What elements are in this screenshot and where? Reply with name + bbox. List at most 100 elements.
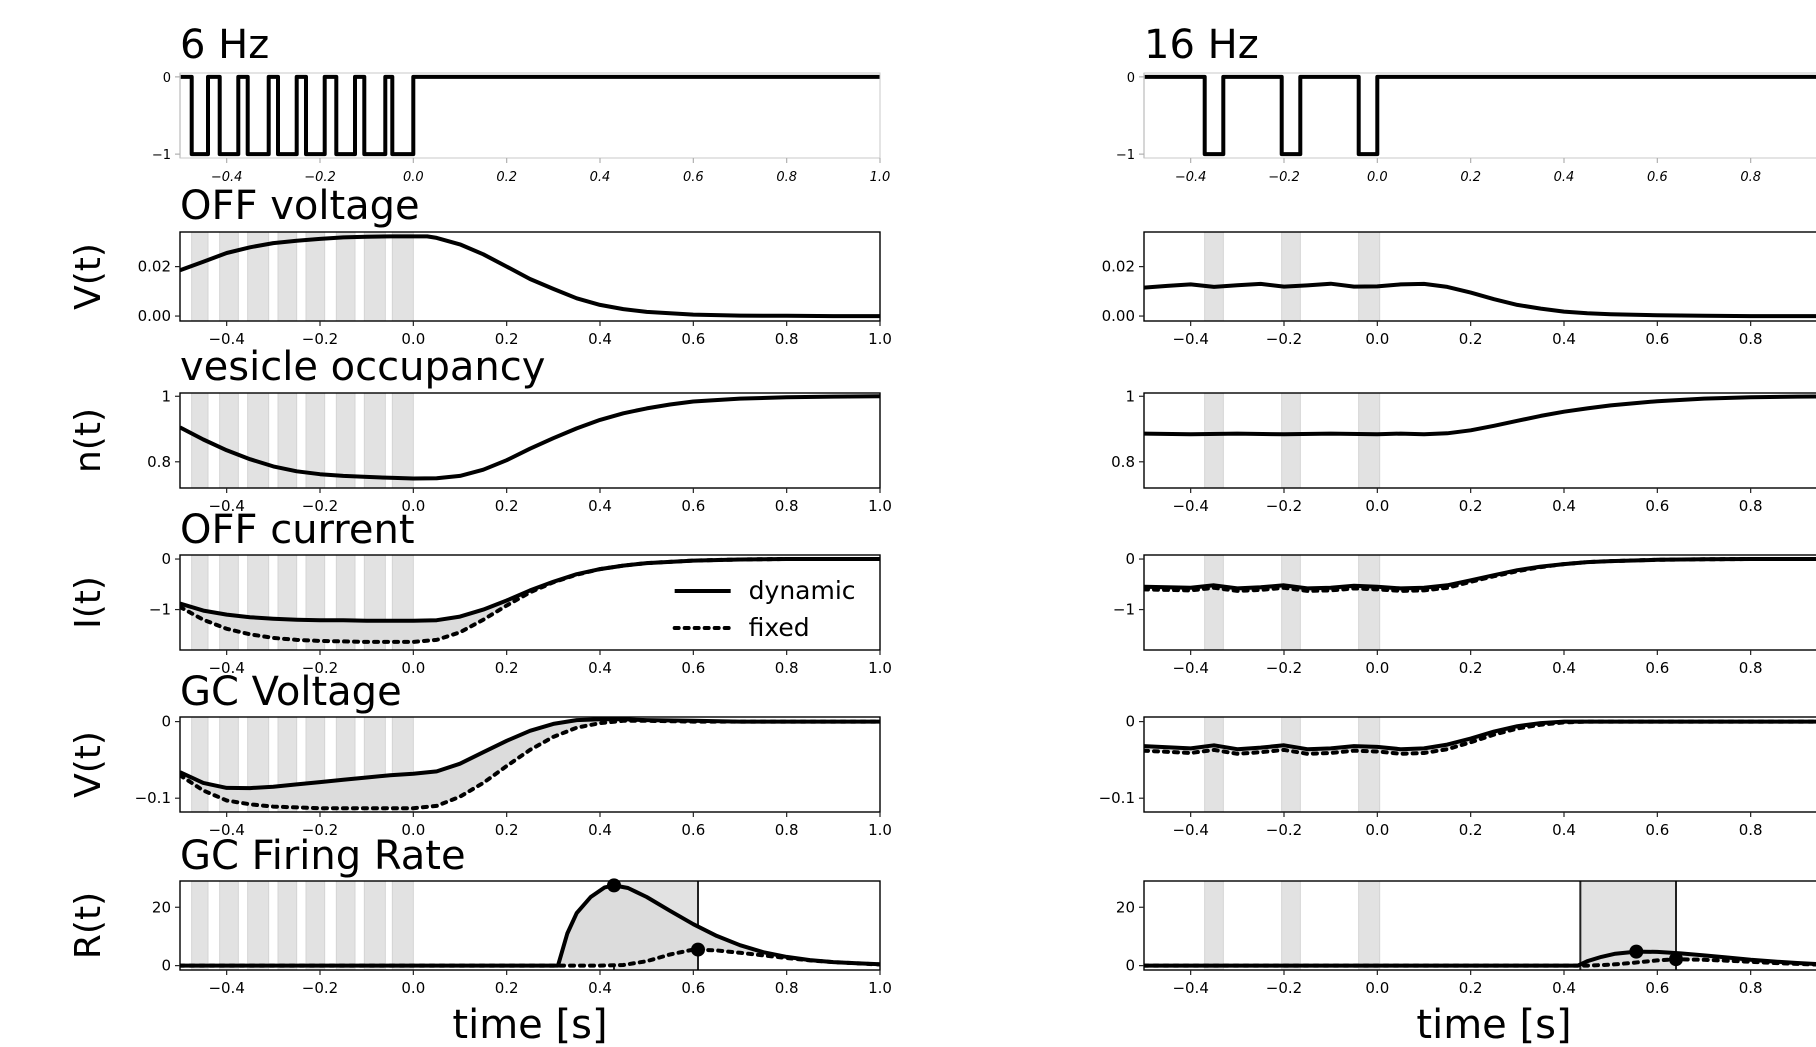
x-tick-label: 0.2 — [1459, 821, 1483, 839]
plot-area — [1144, 393, 1816, 488]
flash-band — [335, 232, 356, 321]
panel-stimulus: −0.4 −0.2 0.0 0.2 0.4 0.6 0.8 1.0 −1 0 6 Hz — [152, 22, 891, 185]
x-tick-label: −0.2 — [1266, 497, 1302, 515]
flash-band — [1204, 881, 1224, 970]
x-tick-label: 0.2 — [495, 979, 519, 997]
x-tick-label: −0.2 — [302, 659, 338, 677]
x-tick-label: 0.8 — [775, 330, 799, 348]
x-tick-label: 0.8 — [1739, 979, 1763, 997]
flash-band — [219, 555, 239, 650]
x-tick-label: 0.4 — [1552, 330, 1576, 348]
panel-vesicle-occupancy: −0.4 −0.2 0.0 0.2 0.4 0.6 0.8 0.8 1 — [1111, 387, 1816, 515]
x-tick-label: 1.0 — [868, 821, 892, 839]
y-tick-label: −0.1 — [135, 789, 171, 807]
y-tick-label: 0 — [163, 71, 171, 86]
x-tick-label: 0.8 — [1739, 497, 1763, 515]
difference-fill — [180, 719, 880, 809]
plot-area — [1144, 555, 1816, 650]
y-axis-label: R(t) — [68, 892, 109, 959]
x-tick-label: −0.4 — [1172, 821, 1208, 839]
y-tick-label: 0 — [1125, 957, 1135, 975]
series-line-fixed — [1144, 957, 1816, 968]
x-tick-label: −0.2 — [302, 979, 338, 997]
column-right: −0.4 −0.2 0.0 0.2 0.4 0.6 0.8 −1 0 16 Hz −0.4 −0.2 0… — [1099, 22, 1816, 1047]
panel-off-current: −0.4 −0.2 0.0 0.2 0.4 0.6 0.8 −1 0 — [1113, 550, 1816, 677]
x-axis-label: time [s] — [452, 1002, 607, 1047]
y-tick-label: −1 — [1116, 148, 1135, 163]
axes-frame — [179, 554, 881, 651]
x-tick-label: 0.0 — [401, 497, 425, 515]
x-tick-label: −0.4 — [1172, 659, 1208, 677]
x-tick-label: −0.4 — [1172, 979, 1208, 997]
x-tick-label: −0.4 — [1175, 170, 1207, 185]
flash-band — [391, 881, 414, 970]
x-tick-label: −0.2 — [1266, 979, 1302, 997]
y-tick-label: 0 — [1127, 71, 1135, 86]
flash-band — [191, 555, 209, 650]
panel-title: GC Firing Rate — [180, 833, 466, 879]
plot-area — [1144, 232, 1816, 321]
x-tick-label: 0.6 — [1645, 497, 1669, 515]
difference-fill — [1144, 951, 1816, 966]
x-tick-label: 0.4 — [1552, 659, 1576, 677]
x-tick-label: 0.0 — [1365, 979, 1389, 997]
flash-band — [1281, 555, 1301, 650]
x-tick-label: 0.8 — [1739, 659, 1763, 677]
flash-band — [1204, 555, 1224, 650]
legend-label: fixed — [749, 613, 810, 642]
flash-band — [219, 393, 239, 488]
series-line-dynamic — [1144, 74, 1816, 157]
flash-band — [277, 393, 298, 488]
x-axis-label: time [s] — [1416, 1002, 1571, 1047]
series-line-dynamic — [180, 394, 880, 481]
x-tick-label: 0.6 — [681, 659, 705, 677]
flash-band — [1204, 717, 1224, 812]
x-tick-label: 0.2 — [1459, 330, 1483, 348]
x-tick-label: −0.4 — [208, 330, 244, 348]
x-tick-label: 0.6 — [1645, 659, 1669, 677]
x-tick-label: −0.2 — [304, 170, 336, 185]
column-title: 6 Hz — [180, 22, 269, 68]
x-tick-label: 0.8 — [775, 821, 799, 839]
x-tick-label: −0.4 — [1172, 497, 1208, 515]
panel-title: OFF voltage — [180, 183, 420, 229]
column-left: −0.4 −0.2 0.0 0.2 0.4 0.6 0.8 1.0−106 Hz−0.4 −0.… — [68, 22, 892, 1047]
series-line-dynamic — [180, 74, 880, 157]
x-tick-label: 0.8 — [1739, 330, 1763, 348]
axes-frame — [179, 880, 881, 971]
y-axis-label: V(t) — [68, 243, 109, 310]
x-tick-label: −0.4 — [1172, 330, 1208, 348]
x-tick-label: 0.8 — [1740, 170, 1761, 185]
axes-frame — [1143, 716, 1816, 813]
plot-area — [180, 232, 880, 321]
panel-title: GC Voltage — [180, 669, 402, 715]
flash-band — [1358, 881, 1381, 970]
x-tick-label: 0.2 — [495, 821, 519, 839]
flash-band — [335, 881, 356, 970]
panel-title: OFF current — [180, 507, 415, 553]
x-tick-label: −0.2 — [1266, 659, 1302, 677]
flash-band — [1358, 393, 1381, 488]
x-tick-label: 0.4 — [588, 330, 612, 348]
flash-band — [391, 393, 414, 488]
difference-fill — [1144, 559, 1816, 591]
x-tick-label: 0.2 — [1460, 170, 1481, 185]
x-tick-label: 0.6 — [681, 979, 705, 997]
flash-band — [1281, 717, 1301, 812]
flash-band — [247, 881, 270, 970]
x-tick-label: −0.2 — [302, 497, 338, 515]
y-tick-label: 0.00 — [1102, 307, 1135, 325]
y-axis-label: n(t) — [68, 408, 109, 473]
series-line-dynamic — [1144, 557, 1816, 591]
y-tick-label: −1 — [1113, 601, 1135, 619]
plot-area — [180, 881, 880, 970]
x-tick-label: 0.0 — [1365, 659, 1389, 677]
y-tick-label: 0 — [1125, 550, 1135, 568]
x-tick-label: 0.2 — [1459, 979, 1483, 997]
y-tick-label: 20 — [152, 898, 171, 916]
x-tick-label: −0.2 — [302, 821, 338, 839]
x-tick-label: 0.6 — [681, 497, 705, 515]
x-tick-label: 0.6 — [1645, 821, 1669, 839]
flash-band — [305, 881, 326, 970]
flash-band — [219, 881, 239, 970]
